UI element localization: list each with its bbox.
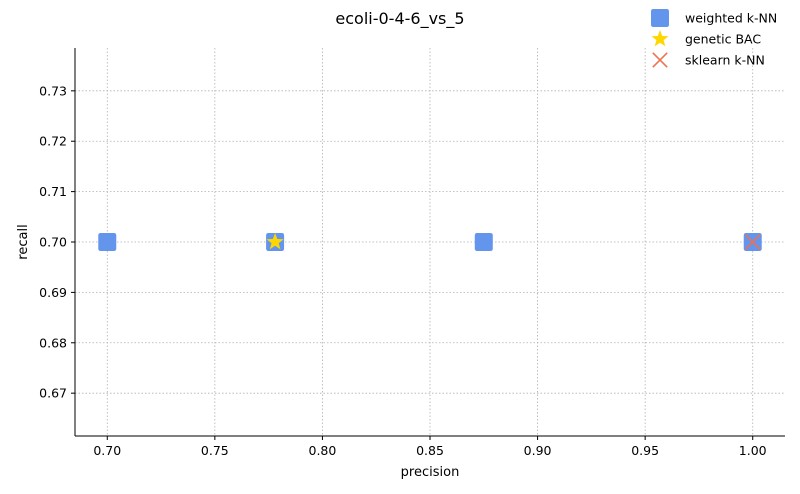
legend-marker-1 bbox=[651, 30, 669, 47]
point-2-0 bbox=[744, 234, 761, 250]
chart-title: ecoli-0-4-6_vs_5 bbox=[335, 9, 464, 29]
legend: weighted k-NN genetic BAC sklearn k-NN bbox=[651, 9, 777, 68]
x-tick-label-4: 0.90 bbox=[524, 443, 552, 458]
point-2-0-stroke-b bbox=[744, 234, 761, 250]
y-tick-label-1: 0.68 bbox=[39, 335, 67, 350]
x-tick-label-6: 1.00 bbox=[739, 443, 767, 458]
x-tick-label-5: 0.95 bbox=[631, 443, 659, 458]
point-0-0 bbox=[98, 233, 117, 251]
x-tick-label-3: 0.85 bbox=[416, 443, 444, 458]
legend-label-1: genetic BAC bbox=[685, 32, 761, 47]
legend-label-2: sklearn k-NN bbox=[685, 53, 765, 68]
x-axis-ticks: 0.70 0.75 0.80 0.85 0.90 0.95 1.00 bbox=[93, 436, 767, 458]
point-0-2 bbox=[474, 233, 493, 251]
grid-lines bbox=[75, 48, 785, 436]
y-tick-label-3: 0.70 bbox=[39, 235, 67, 250]
series-2 bbox=[744, 234, 761, 250]
point-1-0 bbox=[266, 233, 284, 250]
y-tick-label-5: 0.72 bbox=[39, 134, 67, 149]
legend-label-0: weighted k-NN bbox=[685, 11, 777, 26]
x-tick-label-0: 0.70 bbox=[93, 443, 121, 458]
y-tick-label-4: 0.71 bbox=[39, 184, 67, 199]
x-tick-label-1: 0.75 bbox=[201, 443, 229, 458]
data-points bbox=[98, 233, 762, 251]
legend-marker-0 bbox=[651, 9, 669, 27]
y-tick-label-6: 0.73 bbox=[39, 83, 67, 98]
y-tick-label-2: 0.69 bbox=[39, 285, 67, 300]
y-axis-label: recall bbox=[16, 224, 31, 259]
series-1 bbox=[266, 233, 284, 250]
x-axis-label: precision bbox=[401, 465, 460, 480]
y-axis-ticks: 0.67 0.68 0.69 0.70 0.71 0.72 0.73 bbox=[39, 83, 75, 401]
y-tick-label-0: 0.67 bbox=[39, 386, 67, 401]
x-tick-label-2: 0.80 bbox=[309, 443, 337, 458]
legend-marker-2 bbox=[652, 52, 668, 68]
legend-marker-2-stroke-b bbox=[652, 52, 668, 68]
